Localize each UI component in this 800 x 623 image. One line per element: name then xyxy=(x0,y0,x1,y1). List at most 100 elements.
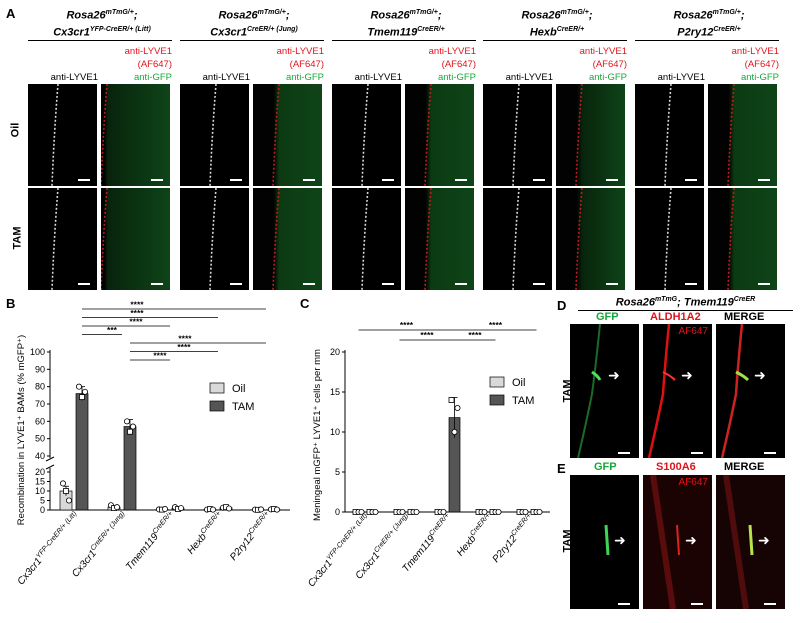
mouse-header-rule xyxy=(635,40,779,41)
chart-c-sig-label: **** xyxy=(468,330,482,340)
chart-b-category-label: Cx3cr1CreER/+ (Jung) xyxy=(69,510,130,579)
panel-label-d: D xyxy=(557,298,567,313)
svg-text:➜: ➜ xyxy=(754,367,766,383)
mouse-line: P2ry12 xyxy=(677,26,714,39)
chart-c-point xyxy=(495,508,502,515)
micrograph-oil-lyve1-5 xyxy=(635,84,704,186)
channel-label-lyve1: anti-LYVE1 xyxy=(50,72,98,83)
micrograph-oil-merge-3 xyxy=(405,84,474,186)
micrograph-tam-lyve1-3 xyxy=(332,188,401,290)
panel-e-s100a6-image: AF647 ➜ xyxy=(643,475,712,609)
mouse-sep: ; xyxy=(133,9,138,22)
mouse-header-line2: Tmem119CreER/+ xyxy=(332,23,480,40)
panel-e-col-s100a6: S100A6 xyxy=(656,461,696,473)
chart-c-point xyxy=(536,508,543,515)
channel-label-af647: (AF647) xyxy=(441,59,476,70)
chart-b-point xyxy=(177,505,184,512)
mouse-base: Rosa26 xyxy=(66,9,106,22)
micrograph-tam-lyve1-4 xyxy=(483,188,552,290)
mouse-sep: ; xyxy=(740,9,745,22)
chart-b-point xyxy=(129,423,136,430)
chart-c-ylabel: Meningeal mGFP⁺ LYVE1⁺ cells per mm xyxy=(312,349,323,521)
mouse-header-rule xyxy=(28,40,172,41)
chart-c-point xyxy=(372,508,379,515)
mouse-base: Rosa26 xyxy=(673,9,713,22)
chart-b-ytick-label: 40 xyxy=(35,451,45,461)
micrograph-oil-merge-4 xyxy=(556,84,625,186)
chart-c-point xyxy=(451,428,458,435)
mouse-sup1: mTmG/+ xyxy=(560,9,589,16)
mouse-header-rule xyxy=(483,40,627,41)
micrograph-tam-lyve1-2 xyxy=(180,188,249,290)
chart-b-point xyxy=(76,383,83,390)
chart-b-ytick-label: 5 xyxy=(40,496,45,506)
mouse-header-rule xyxy=(332,40,476,41)
chart-b-ytick-label: 90 xyxy=(35,364,45,374)
panel-e-col-gfp: GFP xyxy=(594,461,617,473)
chart-b-sig-label: *** xyxy=(107,325,118,335)
chart-b-ytick-label: 70 xyxy=(35,399,45,409)
panel-d-title-sup1: mTmG xyxy=(654,296,678,303)
mouse-header-line1: Rosa26mTmG/+; xyxy=(483,6,631,23)
panel-d-col-aldh1a2: ALDH1A2 xyxy=(650,311,701,323)
chart-b-point xyxy=(209,506,216,513)
mouse-sup2: CreER/+ xyxy=(417,25,445,33)
channel-label-gfp: anti-GFP xyxy=(588,72,627,83)
chart-c-legend-label: Oil xyxy=(512,377,525,389)
mouse-line: Cx3cr1 xyxy=(210,26,247,39)
mouse-header-3: Rosa26mTmG/+; Tmem119CreER/+ xyxy=(332,6,480,39)
chart-b-point xyxy=(60,480,67,487)
mouse-sup2: CreER/+ xyxy=(713,25,741,33)
micrograph-oil-lyve1-1 xyxy=(28,84,97,186)
panel-d-af647: AF647 xyxy=(678,326,708,337)
panel-d-aldh1a2-image: AF647 ➜ xyxy=(643,324,712,458)
chart-c-ytick-label: 10 xyxy=(330,427,340,437)
chart-b-sig-label: **** xyxy=(178,334,192,344)
micrograph-tam-merge-4 xyxy=(556,188,625,290)
chart-b-sig-label: **** xyxy=(153,351,167,361)
channel-label-gfp: anti-GFP xyxy=(740,72,779,83)
chart-b-category-label: Tmem119CreER/+ xyxy=(123,510,178,572)
panel-d-col-merge: MERGE xyxy=(724,311,765,323)
mouse-header-line1: Rosa26mTmG/+; xyxy=(28,6,176,23)
chart-c-sig-label: **** xyxy=(489,320,503,330)
panel-d-title-base2: Tmem119 xyxy=(683,296,734,309)
chart-b-bar-tam xyxy=(75,393,89,511)
chart-c-category-label: P2ry12CreER/+ xyxy=(490,512,537,565)
chart-c-legend-swatch xyxy=(489,376,505,388)
chart-b-point xyxy=(82,388,89,395)
mouse-header-line1: Rosa26mTmG/+; xyxy=(635,6,783,23)
channel-label-merge-red: anti-LYVE1 xyxy=(428,46,476,57)
panel-d-rule xyxy=(578,310,793,311)
chart-c-category-label: HexbCreER/+ xyxy=(454,512,496,558)
panel-d-col-gfp: GFP xyxy=(596,311,619,323)
chart-b-legend-swatch xyxy=(209,382,225,394)
mouse-sup1: mTmG/+ xyxy=(712,9,741,16)
channel-label-gfp: anti-GFP xyxy=(133,72,172,83)
chart-b-category-label: HexbCreER/+ xyxy=(185,510,227,556)
chart-b-ytick-label: 20 xyxy=(35,467,45,477)
mouse-sup2: CreER/+ xyxy=(556,25,585,33)
chart-b-axis-break xyxy=(45,464,55,470)
mouse-sup1: mTmG/+ xyxy=(105,9,134,16)
mouse-header-line1: Rosa26mTmG/+; xyxy=(332,6,480,23)
chart-b-sig-label: **** xyxy=(130,300,144,310)
chart-b-point xyxy=(79,394,85,400)
chart-b-ytick-label: 0 xyxy=(40,505,45,515)
micrograph-tam-merge-5 xyxy=(708,188,777,290)
panel-d-title-base1: Rosa26 xyxy=(615,296,655,309)
mouse-header-1: Rosa26mTmG/+; Cx3cr1YFP-CreER/+ (Litt) xyxy=(28,6,176,39)
chart-c-point xyxy=(481,508,488,515)
chart-c-ytick-label: 15 xyxy=(330,387,340,397)
panel-label-a: A xyxy=(6,6,16,21)
panel-e-merge-image: ➜ xyxy=(716,475,785,609)
micrograph-oil-lyve1-3 xyxy=(332,84,401,186)
channel-label-lyve1: anti-LYVE1 xyxy=(202,72,250,83)
chart-c-point xyxy=(454,405,461,412)
micrograph-tam-merge-3 xyxy=(405,188,474,290)
chart-b-point xyxy=(225,505,232,512)
chart-b-point xyxy=(257,506,264,513)
mouse-sep: ; xyxy=(588,9,593,22)
panel-label-b: B xyxy=(6,296,16,311)
chart-c-point xyxy=(358,508,365,515)
